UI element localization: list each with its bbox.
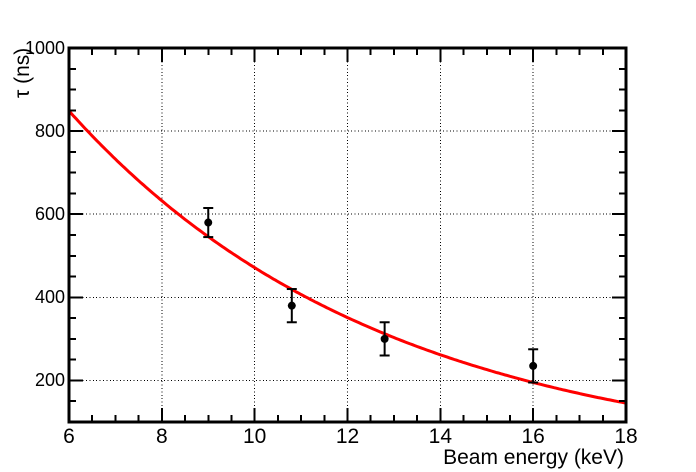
y-tick-label: 1000 [24, 38, 65, 58]
fit-curve [67, 109, 627, 405]
y-tick-label: 800 [34, 121, 65, 142]
y-axis-title: τ (ns) [11, 47, 34, 98]
x-tick-label: 8 [155, 425, 168, 448]
data-point-marker [529, 361, 538, 370]
y-tick-label: 200 [34, 370, 65, 391]
grid-lines [69, 48, 626, 422]
plot-frame [67, 46, 628, 424]
x-tick-label: 12 [335, 425, 360, 448]
x-tick-label: 6 [63, 425, 75, 448]
x-tick-label: 14 [428, 425, 452, 448]
x-tick-label: 16 [521, 425, 545, 448]
data-point-marker [204, 218, 213, 227]
x-axis-title: Beam energy (keV) [443, 446, 624, 469]
x-tick-label: 18 [614, 425, 638, 448]
data-points [204, 218, 538, 370]
error-bars [203, 206, 539, 384]
y-tick-label: 600 [34, 204, 65, 225]
data-point-marker [287, 301, 296, 310]
data-point-marker [380, 334, 389, 343]
x-tick-label: 10 [242, 425, 267, 448]
y-tick-label: 400 [34, 287, 65, 308]
